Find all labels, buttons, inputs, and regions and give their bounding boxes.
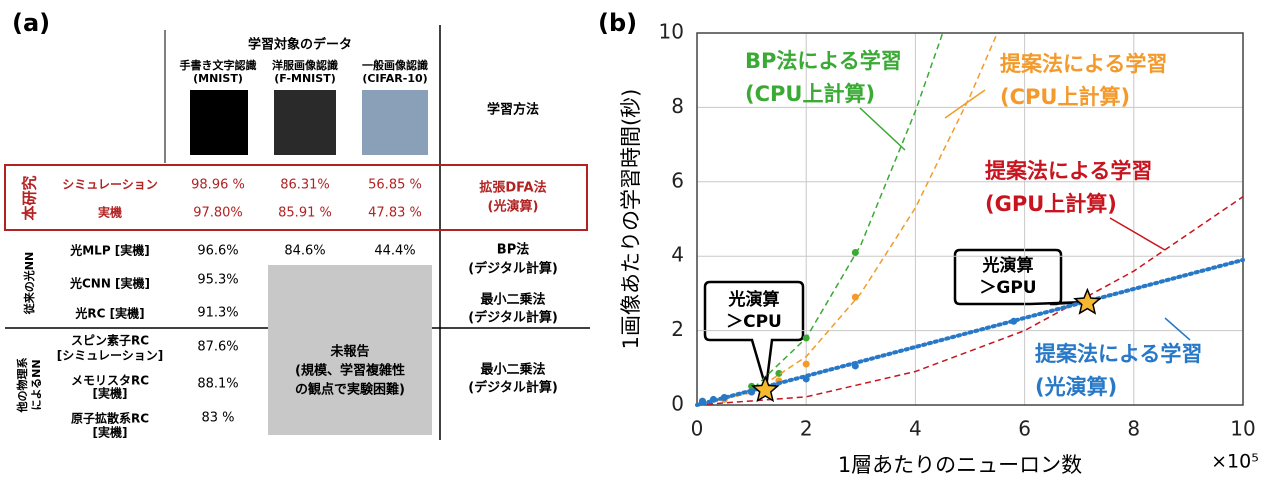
row-label: [シミュレーション]: [57, 349, 164, 363]
figure: (a) (b) 学習対象のデータ手書き文字認識(MNIST) 洋服画像認識(F-M…: [0, 0, 1268, 479]
dataset-label: 一般画像認識: [362, 58, 428, 72]
method-label: BP法: [497, 242, 529, 258]
unreported-note: の観点で実験困難): [295, 382, 405, 398]
cell-value: 95.3%: [197, 273, 238, 288]
cell-value: 47.83 %: [368, 206, 422, 221]
group-label: によるNN: [30, 359, 43, 410]
y-tick-label: 4: [671, 243, 684, 267]
panel-label: (a): [12, 9, 50, 37]
legend-label: (GPU上計算): [985, 192, 1117, 216]
data-point: [699, 398, 706, 405]
method-label: (光演算): [488, 199, 539, 215]
cell-value: 85.91 %: [278, 206, 332, 221]
group-label: 従来の光NN: [22, 252, 36, 315]
data-point: [710, 396, 717, 403]
data-point: [852, 249, 859, 256]
crossover-star: [1075, 290, 1100, 314]
data-point: [748, 388, 755, 395]
callout-text: ＞GPU: [979, 278, 1036, 298]
method-label: 最小二乗法: [480, 362, 545, 378]
crossover-star: [753, 377, 778, 401]
legend-label: (CPU上計算): [1000, 85, 1130, 109]
legend-label: 提案法による学習: [1000, 52, 1167, 76]
data-point: [1010, 318, 1017, 325]
y-tick-label: 8: [671, 94, 684, 118]
cell-value: 91.3%: [197, 306, 238, 321]
panel-label: (b): [598, 9, 637, 37]
dataset-label: (MNIST): [193, 72, 243, 85]
cell-value: 56.85 %: [368, 178, 422, 193]
row-label: [実機]: [93, 386, 128, 401]
x-multiplier: ×10⁵: [1211, 451, 1259, 473]
unreported-note: (規模、学習複雑性: [295, 363, 405, 379]
cell-value: 44.4%: [374, 244, 415, 259]
leader-line: [1110, 218, 1165, 250]
method-label: (デジタル計算): [468, 310, 558, 326]
callout-text: 光演算: [728, 289, 780, 310]
cell-value: 86.31%: [280, 178, 330, 193]
callout-text: 光演算: [982, 255, 1034, 276]
y-axis-label: 1画像あたりの学習時間(秒): [619, 89, 643, 350]
data-point: [803, 335, 810, 342]
dataset-image: [190, 90, 248, 155]
data-point: [803, 361, 810, 368]
row-label: [実機]: [93, 425, 128, 440]
row-label: 光MLP [実機]: [69, 243, 150, 258]
dataset-image: [274, 90, 336, 155]
row-label: スピン素子RC: [71, 333, 149, 348]
y-tick-label: 6: [671, 168, 684, 192]
cell-value: 83 %: [201, 411, 234, 426]
cell-value: 87.6%: [197, 340, 238, 355]
x-tick-label: 2: [800, 417, 813, 441]
legend-label: BP法による学習: [745, 49, 902, 73]
callout-text: ＞CPU: [726, 312, 782, 332]
data-point: [721, 394, 728, 401]
x-axis-label: 1層あたりのニューロン数: [838, 453, 1082, 477]
row-label: 実機: [98, 205, 122, 220]
x-tick-label: 4: [909, 417, 922, 441]
data-point: [852, 294, 859, 301]
method-label: 最小二乗法: [480, 292, 545, 308]
dataset-label: 手書き文字認識: [180, 58, 257, 72]
cell-value: 96.6%: [197, 244, 238, 259]
dataset-label: 洋服画像認識: [272, 58, 338, 72]
data-point: [803, 375, 810, 382]
row-label: メモリスタRC: [71, 374, 149, 388]
method-header: 学習方法: [487, 102, 539, 118]
legend-label: 提案法による学習: [1035, 342, 1202, 366]
y-tick-label: 10: [659, 20, 684, 44]
x-tick-label: 10: [1230, 417, 1255, 441]
x-tick-label: 6: [1018, 417, 1031, 441]
cell-value: 84.6%: [284, 244, 325, 259]
group-label: 他の物理系: [15, 358, 29, 414]
dataset-image: [362, 90, 428, 155]
dataset-label: (CIFAR-10): [362, 72, 427, 85]
dataset-label: (F-MNIST): [274, 72, 335, 85]
x-tick-label: 0: [691, 417, 704, 441]
legend-label: (光演算): [1035, 375, 1117, 399]
row-label: 原子拡散系RC: [71, 411, 149, 426]
cell-value: 88.1%: [197, 377, 238, 392]
method-label: (デジタル計算): [468, 380, 558, 396]
leader-line: [945, 90, 985, 118]
cell-value: 98.96 %: [191, 178, 245, 193]
y-tick-label: 2: [671, 317, 684, 341]
data-point: [852, 362, 859, 369]
method-label: (デジタル計算): [468, 261, 558, 277]
row-label: 光CNN [実機]: [69, 276, 150, 291]
row-label: シミュレーション: [62, 178, 158, 192]
group-label: 本研究: [21, 175, 39, 220]
leader-line: [860, 108, 905, 150]
method-label: 拡張DFA法: [479, 180, 546, 196]
leader-line: [1165, 318, 1190, 340]
table-header: 学習対象のデータ: [248, 37, 352, 53]
cell-value: 97.80%: [193, 206, 243, 221]
unreported-note: 未報告: [329, 344, 369, 360]
legend-label: 提案法による学習: [985, 159, 1152, 183]
legend-label: (CPU上計算): [745, 82, 875, 106]
y-tick-label: 0: [671, 392, 684, 416]
row-label: 光RC [実機]: [74, 306, 144, 321]
x-tick-label: 8: [1127, 417, 1140, 441]
